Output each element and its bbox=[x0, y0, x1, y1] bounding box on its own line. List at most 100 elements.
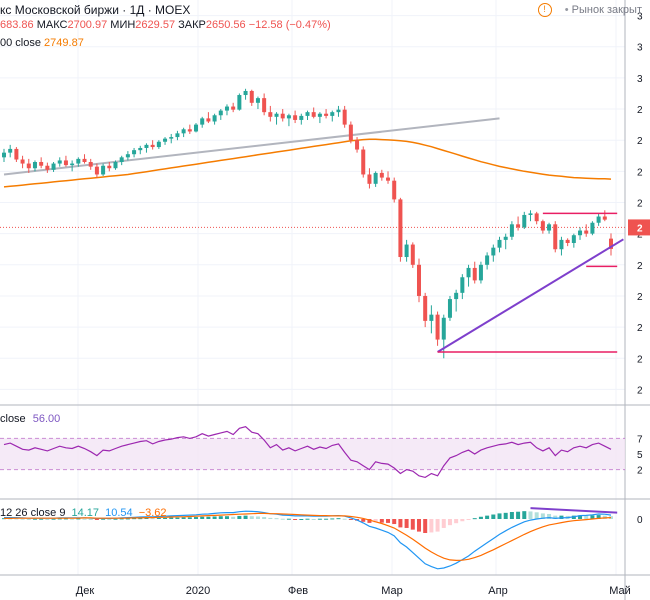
candle-body bbox=[231, 106, 236, 110]
candle bbox=[559, 236, 564, 256]
low-label: МИН bbox=[110, 19, 136, 31]
candle-body bbox=[150, 144, 155, 148]
candle bbox=[150, 140, 155, 150]
candle-body bbox=[280, 113, 285, 119]
candle bbox=[39, 157, 44, 169]
macd-histogram-bar bbox=[293, 519, 298, 520]
macd-histogram-bar bbox=[547, 513, 552, 519]
clock-icon[interactable]: ! bbox=[537, 3, 552, 17]
candle bbox=[45, 162, 50, 173]
candle bbox=[107, 162, 112, 172]
candle-body bbox=[132, 150, 137, 155]
macd-histogram-bar bbox=[63, 518, 68, 520]
rsi-label: close bbox=[0, 413, 26, 425]
rsi-value: 56.00 bbox=[32, 413, 61, 425]
macd-histogram-bar bbox=[268, 517, 273, 519]
candle bbox=[509, 221, 514, 240]
macd-histogram-bar bbox=[101, 518, 106, 520]
macd-histogram-bar bbox=[497, 513, 502, 519]
macd-value-1: 14.17 bbox=[71, 507, 100, 519]
candle-body bbox=[243, 90, 248, 96]
candle-body bbox=[336, 109, 341, 113]
macd-histogram-bar bbox=[429, 519, 434, 533]
candle-body bbox=[441, 317, 446, 340]
candle bbox=[169, 133, 174, 144]
candle-body bbox=[274, 113, 279, 117]
macd-histogram-bar bbox=[441, 519, 446, 528]
candle bbox=[218, 109, 223, 120]
macd-histogram-bar bbox=[311, 519, 316, 520]
candle-body bbox=[311, 112, 316, 117]
candle-body bbox=[355, 140, 360, 150]
macd-histogram-bar bbox=[317, 518, 322, 520]
candle-body bbox=[51, 163, 56, 170]
macd-histogram-bar bbox=[274, 518, 279, 520]
candle bbox=[330, 110, 335, 122]
candle bbox=[280, 109, 285, 122]
candle-body bbox=[609, 238, 613, 249]
macd-histogram-bar bbox=[255, 516, 260, 519]
candle bbox=[416, 258, 421, 303]
macd-histogram-bar bbox=[305, 518, 310, 520]
candle-body bbox=[2, 152, 6, 158]
macd-histogram-bar bbox=[540, 513, 545, 519]
candle bbox=[305, 110, 310, 120]
macd-histogram-bar bbox=[386, 519, 391, 523]
ma-legend[interactable]: 00 close 2749.87 bbox=[0, 37, 84, 49]
macd-histogram-bar bbox=[472, 518, 477, 520]
macd-histogram-bar bbox=[280, 518, 285, 520]
candle bbox=[602, 210, 607, 222]
rsi-axis-tick: 7 bbox=[637, 434, 643, 445]
macd-histogram-bar bbox=[522, 511, 527, 519]
time-axis-label: Дек bbox=[76, 585, 95, 597]
candle-body bbox=[212, 115, 217, 122]
macd-histogram-bar bbox=[82, 518, 87, 520]
macd-value-3: −3.62 bbox=[138, 507, 167, 519]
candle bbox=[466, 264, 471, 287]
macd-histogram-bar bbox=[423, 519, 428, 533]
macd-histogram-bar bbox=[70, 518, 75, 520]
candle bbox=[76, 157, 81, 167]
candle bbox=[206, 112, 211, 124]
candle-body bbox=[410, 244, 415, 265]
candle bbox=[317, 112, 322, 124]
candle bbox=[249, 89, 254, 106]
macd-histogram-bar bbox=[410, 519, 415, 530]
candle bbox=[181, 127, 186, 138]
candle-body bbox=[194, 124, 199, 132]
macd-histogram-bar bbox=[57, 518, 62, 520]
candle bbox=[534, 211, 539, 225]
candle-body bbox=[373, 172, 378, 184]
macd-histogram-bar bbox=[447, 519, 452, 526]
price-axis-tick: 2 bbox=[637, 323, 643, 334]
macd-histogram-bar bbox=[218, 516, 223, 519]
candle bbox=[609, 233, 613, 256]
macd-histogram-bar bbox=[175, 517, 180, 519]
macd-legend[interactable]: 12 26 close 9 14.17 10.54 −3.62 bbox=[0, 507, 167, 519]
macd-histogram-bar bbox=[194, 517, 199, 519]
candle bbox=[212, 113, 217, 125]
candle-body bbox=[416, 264, 421, 296]
market-status[interactable]: ! • Рынок закрыт bbox=[537, 3, 642, 17]
macd-axis-tick: 0 bbox=[637, 515, 643, 526]
candle-body bbox=[491, 247, 496, 256]
candle-body bbox=[163, 138, 168, 142]
macd-histogram-bar bbox=[454, 519, 459, 524]
macd-histogram-bar bbox=[76, 518, 81, 520]
candle-body bbox=[559, 239, 564, 250]
candle bbox=[324, 109, 329, 119]
candle bbox=[262, 93, 267, 116]
candle bbox=[404, 239, 409, 262]
candle bbox=[460, 274, 465, 300]
candle bbox=[590, 221, 595, 236]
candle-body bbox=[255, 98, 260, 103]
candle bbox=[274, 112, 279, 125]
price-axis-tick: 2 bbox=[637, 385, 643, 396]
candle-body bbox=[262, 98, 267, 113]
macd-histogram-bar bbox=[528, 511, 533, 519]
price-axis-tick: 2 bbox=[637, 105, 643, 116]
rsi-legend[interactable]: close 56.00 bbox=[0, 413, 60, 425]
candle-body bbox=[435, 314, 440, 340]
candle-body bbox=[547, 224, 552, 231]
